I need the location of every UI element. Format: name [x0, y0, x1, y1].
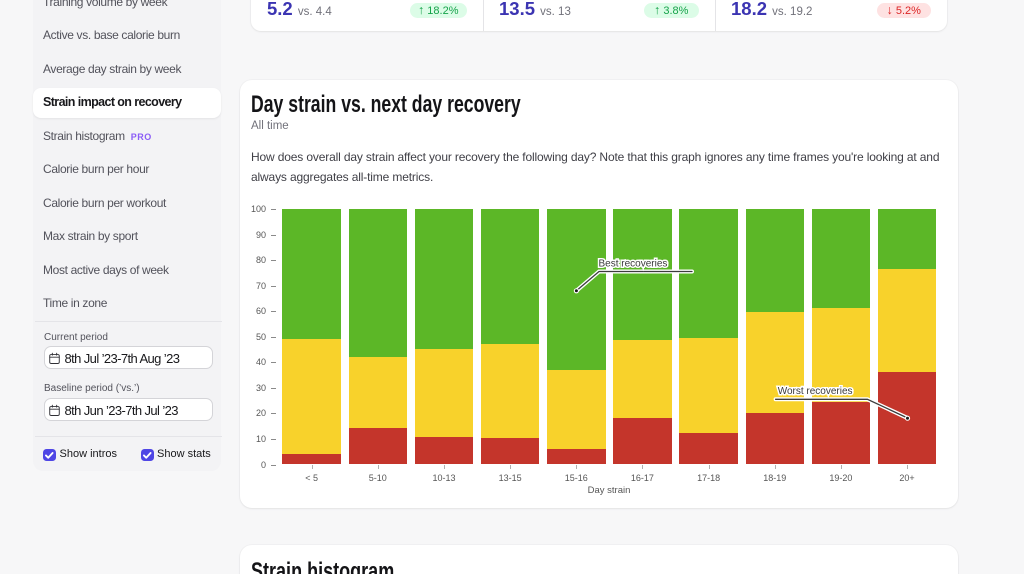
- svg-text:Best recoveries: Best recoveries: [599, 258, 668, 269]
- svg-text:Worst recoveries: Worst recoveries: [778, 386, 853, 397]
